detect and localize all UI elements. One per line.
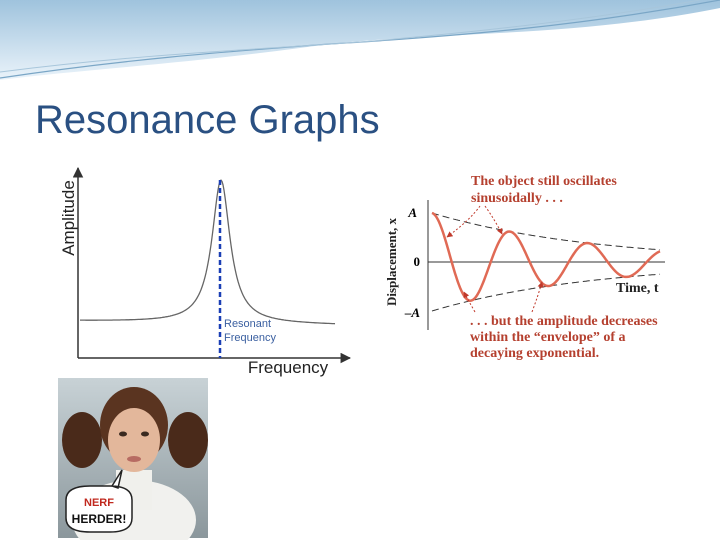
y-mark: –A [404, 305, 421, 320]
response-curve [80, 179, 336, 325]
eye [119, 431, 127, 437]
marker-label: Frequency [224, 332, 276, 344]
speech-bubble [65, 469, 133, 533]
y-mark: 0 [414, 254, 421, 269]
annotation: within the “envelope” of a [470, 330, 626, 345]
pointer [531, 281, 544, 313]
header-line [0, 0, 701, 73]
y-label: Displacement, x [384, 217, 399, 306]
y-mark: A [407, 205, 417, 220]
pointer [463, 291, 476, 313]
hair-bun [168, 412, 208, 468]
eye [141, 431, 149, 437]
slide-title: Resonance Graphs [35, 98, 380, 142]
mouth [127, 456, 141, 462]
marker-label: Resonant [224, 318, 271, 330]
resonance-graph: Amplitude Frequency Resonant Frequency [59, 166, 352, 377]
damped-graph: Displacement, x A 0 –A Time, t The objec… [384, 174, 665, 361]
face [108, 408, 160, 472]
caption: NERF [84, 497, 114, 509]
annotation: The object still oscillates [471, 174, 617, 189]
annotation: . . . but the amplitude decreases [470, 314, 658, 329]
annotation: sinusoidally . . . [471, 191, 563, 206]
y-label: Amplitude [59, 180, 78, 256]
caption: HERDER! [72, 512, 127, 526]
envelope [431, 212, 661, 251]
x-label: Frequency [248, 358, 329, 377]
hair-bun [62, 412, 102, 468]
x-label: Time, t [616, 281, 659, 296]
annotation: decaying exponential. [470, 346, 599, 361]
pointer [446, 205, 481, 238]
header-band [0, 0, 720, 80]
photo: NERF HERDER! [58, 378, 208, 540]
pointer [484, 205, 503, 235]
oscillation-curve [431, 211, 661, 302]
